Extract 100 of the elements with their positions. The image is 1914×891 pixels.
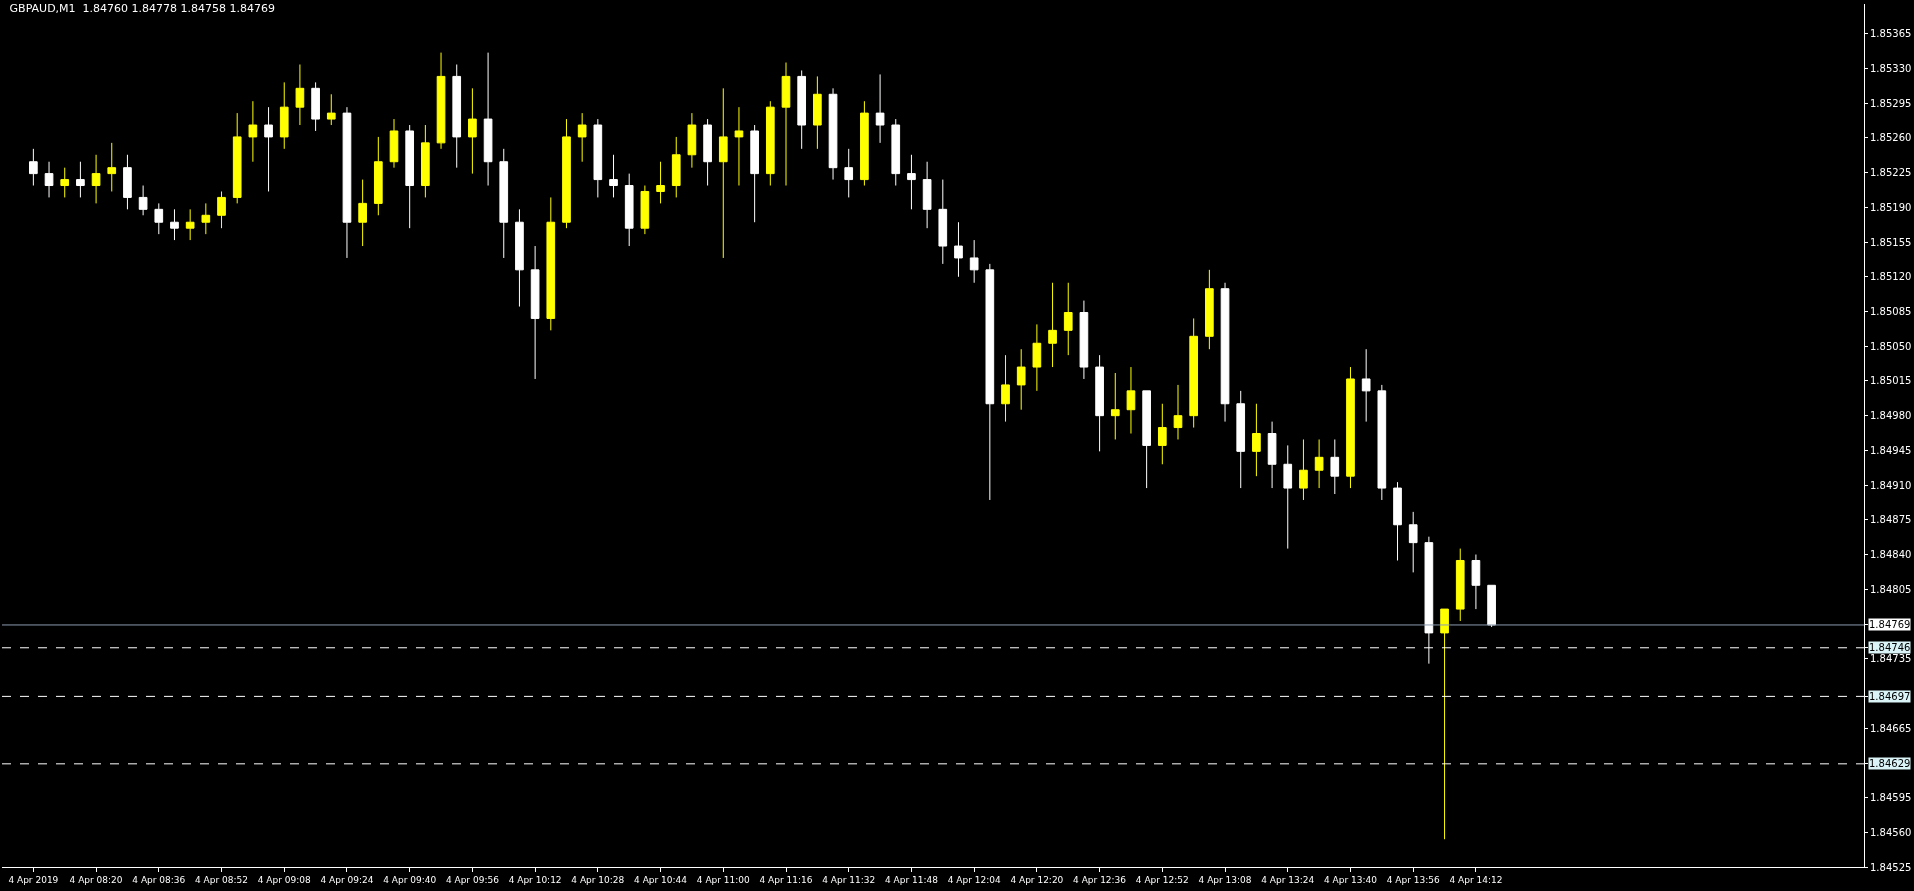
candlestick — [1455, 548, 1465, 622]
candlestick — [232, 112, 242, 204]
candlestick — [76, 161, 85, 198]
y-tick-label: 1.85120 — [1870, 271, 1912, 283]
x-tick-label: 4 Apr 08:20 — [69, 874, 123, 885]
x-tick-label: 4 Apr 12:36 — [1073, 874, 1127, 885]
y-tick-label: 1.85330 — [1870, 62, 1912, 74]
candlestick — [373, 136, 383, 216]
candlestick — [217, 190, 226, 229]
y-tick-label: 1.84840 — [1870, 549, 1912, 561]
x-tick-label: 4 Apr 09:56 — [445, 874, 500, 885]
candlestick — [1267, 421, 1277, 489]
candlestick — [107, 142, 117, 192]
candlestick — [468, 87, 477, 175]
candlestick — [828, 87, 838, 181]
candlestick — [750, 124, 759, 223]
candlestick — [170, 208, 179, 241]
candlestick — [295, 64, 305, 126]
x-tick-label: 4 Apr 14:12 — [1449, 874, 1503, 885]
candlestick — [530, 245, 540, 380]
candlestick — [1440, 608, 1449, 840]
x-tick-label: 4 Apr 12:04 — [947, 874, 1001, 885]
candlestick — [797, 69, 807, 150]
candlestick — [515, 208, 524, 308]
candlestick — [123, 154, 132, 210]
x-tick-label: 4 Apr 13:24 — [1261, 874, 1315, 885]
candlestick — [1095, 354, 1104, 452]
x-tick-label: 4 Apr 12:20 — [1010, 874, 1064, 885]
candlestick — [656, 161, 665, 204]
x-tick-label: 4 Apr 10:12 — [508, 874, 562, 885]
candlestick — [1063, 282, 1073, 356]
candlestick — [703, 118, 712, 187]
candlestick — [1220, 282, 1230, 423]
candlestick — [1001, 354, 1010, 423]
y-tick-label: 1.85260 — [1870, 132, 1912, 144]
candlestick — [60, 167, 70, 198]
candlestick — [358, 179, 367, 247]
y-tick-label: 1.84697 — [1869, 691, 1911, 702]
candlestick — [1377, 384, 1387, 501]
candlestick — [1173, 384, 1183, 440]
y-tick-label: 1.84629 — [1869, 758, 1911, 769]
candlestick — [1346, 366, 1355, 489]
y-tick-label: 1.84665 — [1870, 722, 1912, 734]
candlestick — [593, 118, 603, 198]
candlestick — [421, 124, 430, 198]
y-tick-label: 1.85365 — [1870, 28, 1912, 40]
candlestick — [1361, 348, 1371, 423]
candlestick — [185, 208, 195, 241]
candlestick — [1330, 438, 1340, 495]
candlestick — [1487, 584, 1496, 628]
candlestick — [1236, 390, 1246, 489]
candlestick — [546, 196, 556, 331]
y-tick-label: 1.84525 — [1870, 861, 1912, 873]
x-tick-label: 4 Apr 09:08 — [257, 874, 311, 885]
x-tick-label: 4 Apr 11:32 — [822, 874, 876, 885]
candlestick — [201, 202, 211, 235]
candlestick — [562, 118, 571, 229]
candlestick — [1142, 390, 1151, 489]
candlestick — [248, 100, 258, 163]
x-tick-label: 4 Apr 10:28 — [571, 874, 625, 885]
candlestick — [154, 202, 164, 235]
candlestick — [922, 161, 932, 229]
candlestick — [860, 100, 869, 187]
x-tick-label: 4 Apr 09:40 — [383, 874, 437, 885]
chart-title: GBPAUD,M1 1.84760 1.84778 1.84758 1.84769 — [9, 2, 276, 16]
y-tick-label: 1.84805 — [1870, 583, 1912, 595]
candlestick — [1079, 300, 1089, 380]
candlestick — [875, 73, 885, 144]
x-tick-label: 4 Apr 13:08 — [1198, 874, 1252, 885]
candlestick — [1205, 269, 1214, 350]
y-tick-label: 1.85225 — [1870, 167, 1912, 179]
candlestick — [1471, 554, 1481, 610]
candlestick — [389, 118, 399, 169]
y-tick-label: 1.85050 — [1870, 340, 1912, 352]
candlestick — [969, 239, 979, 284]
y-tick-label: 1.84746 — [1869, 642, 1911, 653]
x-tick-label: 4 Apr 11:16 — [759, 874, 813, 885]
candlestick — [985, 263, 995, 501]
y-tick-label: 1.84560 — [1870, 826, 1912, 838]
candlestick — [326, 93, 336, 126]
x-tick-label: 4 Apr 13:40 — [1324, 874, 1378, 885]
y-tick-label: 1.84910 — [1870, 479, 1912, 491]
candlestick — [405, 124, 415, 229]
candlestick — [1408, 511, 1418, 573]
candlestick — [1048, 282, 1057, 368]
y-tick-label: 1.84735 — [1870, 653, 1912, 665]
y-tick-label: 1.85155 — [1870, 236, 1912, 248]
x-tick-label: 4 Apr 08:52 — [195, 874, 248, 885]
candlestick — [907, 154, 916, 210]
candlestick — [264, 106, 273, 192]
candlestick — [1299, 438, 1308, 501]
x-tick-label: 4 Apr 10:44 — [634, 874, 688, 885]
candlestick — [954, 221, 963, 278]
candlestick — [311, 81, 320, 132]
candlestick — [671, 136, 681, 198]
candlestick — [734, 106, 744, 187]
candlestick — [765, 100, 775, 187]
x-tick-label: 4 Apr 11:48 — [884, 874, 939, 885]
candlestick — [1283, 444, 1293, 550]
x-tick-label: 4 Apr 11:00 — [696, 874, 751, 885]
